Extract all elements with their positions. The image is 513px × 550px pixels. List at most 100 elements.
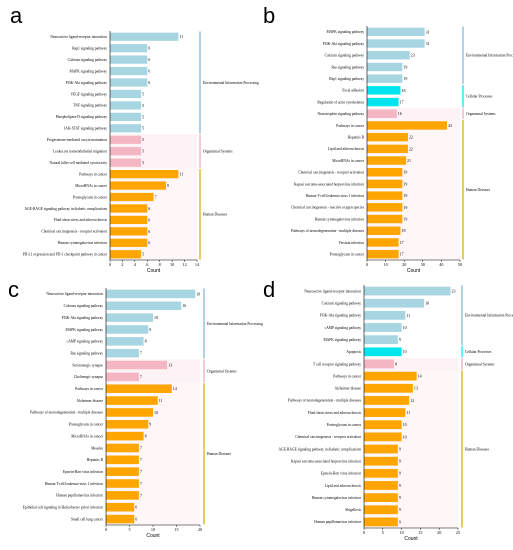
value-label: 10: [154, 315, 158, 320]
panel-label-c: c: [8, 277, 19, 302]
category-label: Hepatitis B: [348, 135, 365, 139]
row-background: [106, 442, 200, 454]
bar: [367, 203, 403, 212]
bar: [110, 250, 142, 259]
category-label: Pathways in cancer: [333, 374, 362, 378]
bar: [364, 396, 410, 405]
bar: [367, 144, 408, 154]
value-label: 5: [142, 91, 144, 96]
value-label: 21: [407, 158, 411, 163]
x-tick-label: 10: [384, 262, 388, 267]
row-background: [110, 76, 197, 89]
category-label: Yersinia infection: [339, 241, 365, 245]
bar: [106, 431, 144, 441]
bar: [106, 455, 139, 465]
bar: [364, 456, 398, 466]
category-label: Phospholipase D signaling pathway: [56, 115, 108, 119]
row-background: [367, 49, 460, 62]
value-label: 7: [140, 481, 142, 486]
value-label: 23: [451, 288, 455, 293]
group-label: Cellular Processes: [465, 350, 492, 354]
row-background: [367, 143, 460, 155]
value-label: 11: [159, 398, 163, 403]
category-label: Leukocyte transendothelial migration: [53, 150, 107, 154]
x-tick-label: 8: [159, 262, 161, 267]
category-label: Kaposi sarcoma-associated herpesvirus in…: [291, 459, 361, 463]
bar: [106, 289, 196, 299]
row-background: [367, 248, 460, 260]
row-background: [110, 42, 197, 54]
category-label: Focal adhesion: [342, 89, 364, 93]
x-tick-label: 12: [182, 262, 186, 267]
bar: [110, 55, 148, 64]
value-label: 5: [142, 103, 144, 108]
bar-chart-c: Neuroactive ligand-receptor interaction 1…: [23, 288, 263, 539]
value-label: 14: [173, 386, 177, 391]
bar: [106, 372, 139, 382]
category-label: Calcium signaling pathway: [64, 304, 104, 308]
x-tick-label: 20: [198, 527, 202, 532]
bar: [367, 62, 403, 72]
category-label: Lipid and atherosclerosis: [325, 484, 362, 488]
category-label: Proteoglycans in cancer: [69, 423, 104, 427]
row-background: [367, 178, 460, 190]
category-label: Alzheimer disease: [335, 387, 362, 391]
value-label: 7: [140, 493, 142, 498]
bar: [106, 325, 149, 334]
category-label: Cholinergic synapse: [74, 375, 104, 379]
x-tick-label: 50: [458, 262, 462, 267]
value-label: 23: [411, 53, 415, 58]
row-background: [110, 99, 197, 112]
group-label: Human Diseases: [465, 447, 490, 451]
row-background: [106, 347, 200, 360]
bar: [364, 408, 406, 417]
bar: [106, 360, 168, 370]
value-label: 8: [395, 361, 397, 366]
bar-chart-b: MAPK signaling pathway 31 PI3K-Akt signali…: [291, 26, 513, 274]
category-label: cAMP signaling pathway: [67, 340, 104, 344]
row-background: [367, 61, 460, 73]
group-label: Organismal Systems: [466, 112, 496, 116]
group-label: Organismal Systems: [203, 150, 233, 154]
bar: [364, 493, 398, 502]
category-label: AGE-RAGE signaling pathway in diabetic c…: [278, 447, 361, 451]
value-label: 6: [148, 206, 150, 211]
group-label: Environmental Information Processing: [465, 314, 513, 318]
category-label: Progesterone-mediated oocyte maturation: [47, 138, 107, 142]
category-label: VEGF signaling pathway: [70, 92, 107, 96]
x-tick-label: 0: [363, 530, 365, 535]
x-tick-label: 14: [195, 262, 200, 267]
bar: [364, 311, 406, 320]
group-label: Human Diseases: [466, 188, 491, 192]
row-background: [367, 154, 460, 167]
group-label: Environmental Information Processing: [466, 54, 513, 58]
bar: [364, 359, 395, 369]
bar: [110, 135, 142, 144]
bar: [106, 348, 139, 358]
bar: [110, 78, 148, 87]
group-label: Human Diseases: [203, 213, 228, 217]
row-background: [367, 131, 460, 143]
bar: [367, 191, 403, 200]
x-tick-label: 10: [151, 527, 155, 532]
bar: [364, 298, 425, 308]
value-label: 6: [135, 516, 137, 521]
value-label: 11: [179, 172, 183, 177]
bar: [367, 132, 408, 142]
value-label: 17: [400, 252, 404, 257]
category-label: Pathways of neurodegeneration - multiple…: [288, 399, 362, 403]
category-label: Fluid shear stress and atherosclerosis: [54, 218, 108, 222]
value-label: 5: [142, 137, 144, 142]
bar: [364, 432, 402, 442]
category-label: Epithelial cell signaling in Helicobacte…: [23, 506, 103, 510]
row-background: [106, 323, 200, 336]
bar: [364, 505, 398, 515]
value-label: 19: [196, 291, 200, 296]
bar: [106, 384, 172, 393]
value-label: 5: [142, 114, 144, 119]
category-label: PI3K-Akt signaling pathway: [320, 314, 362, 318]
category-label: Human cytomegalovirus infection: [58, 241, 107, 245]
bar: [106, 443, 139, 453]
row-background: [110, 111, 197, 123]
bar: [110, 66, 148, 76]
